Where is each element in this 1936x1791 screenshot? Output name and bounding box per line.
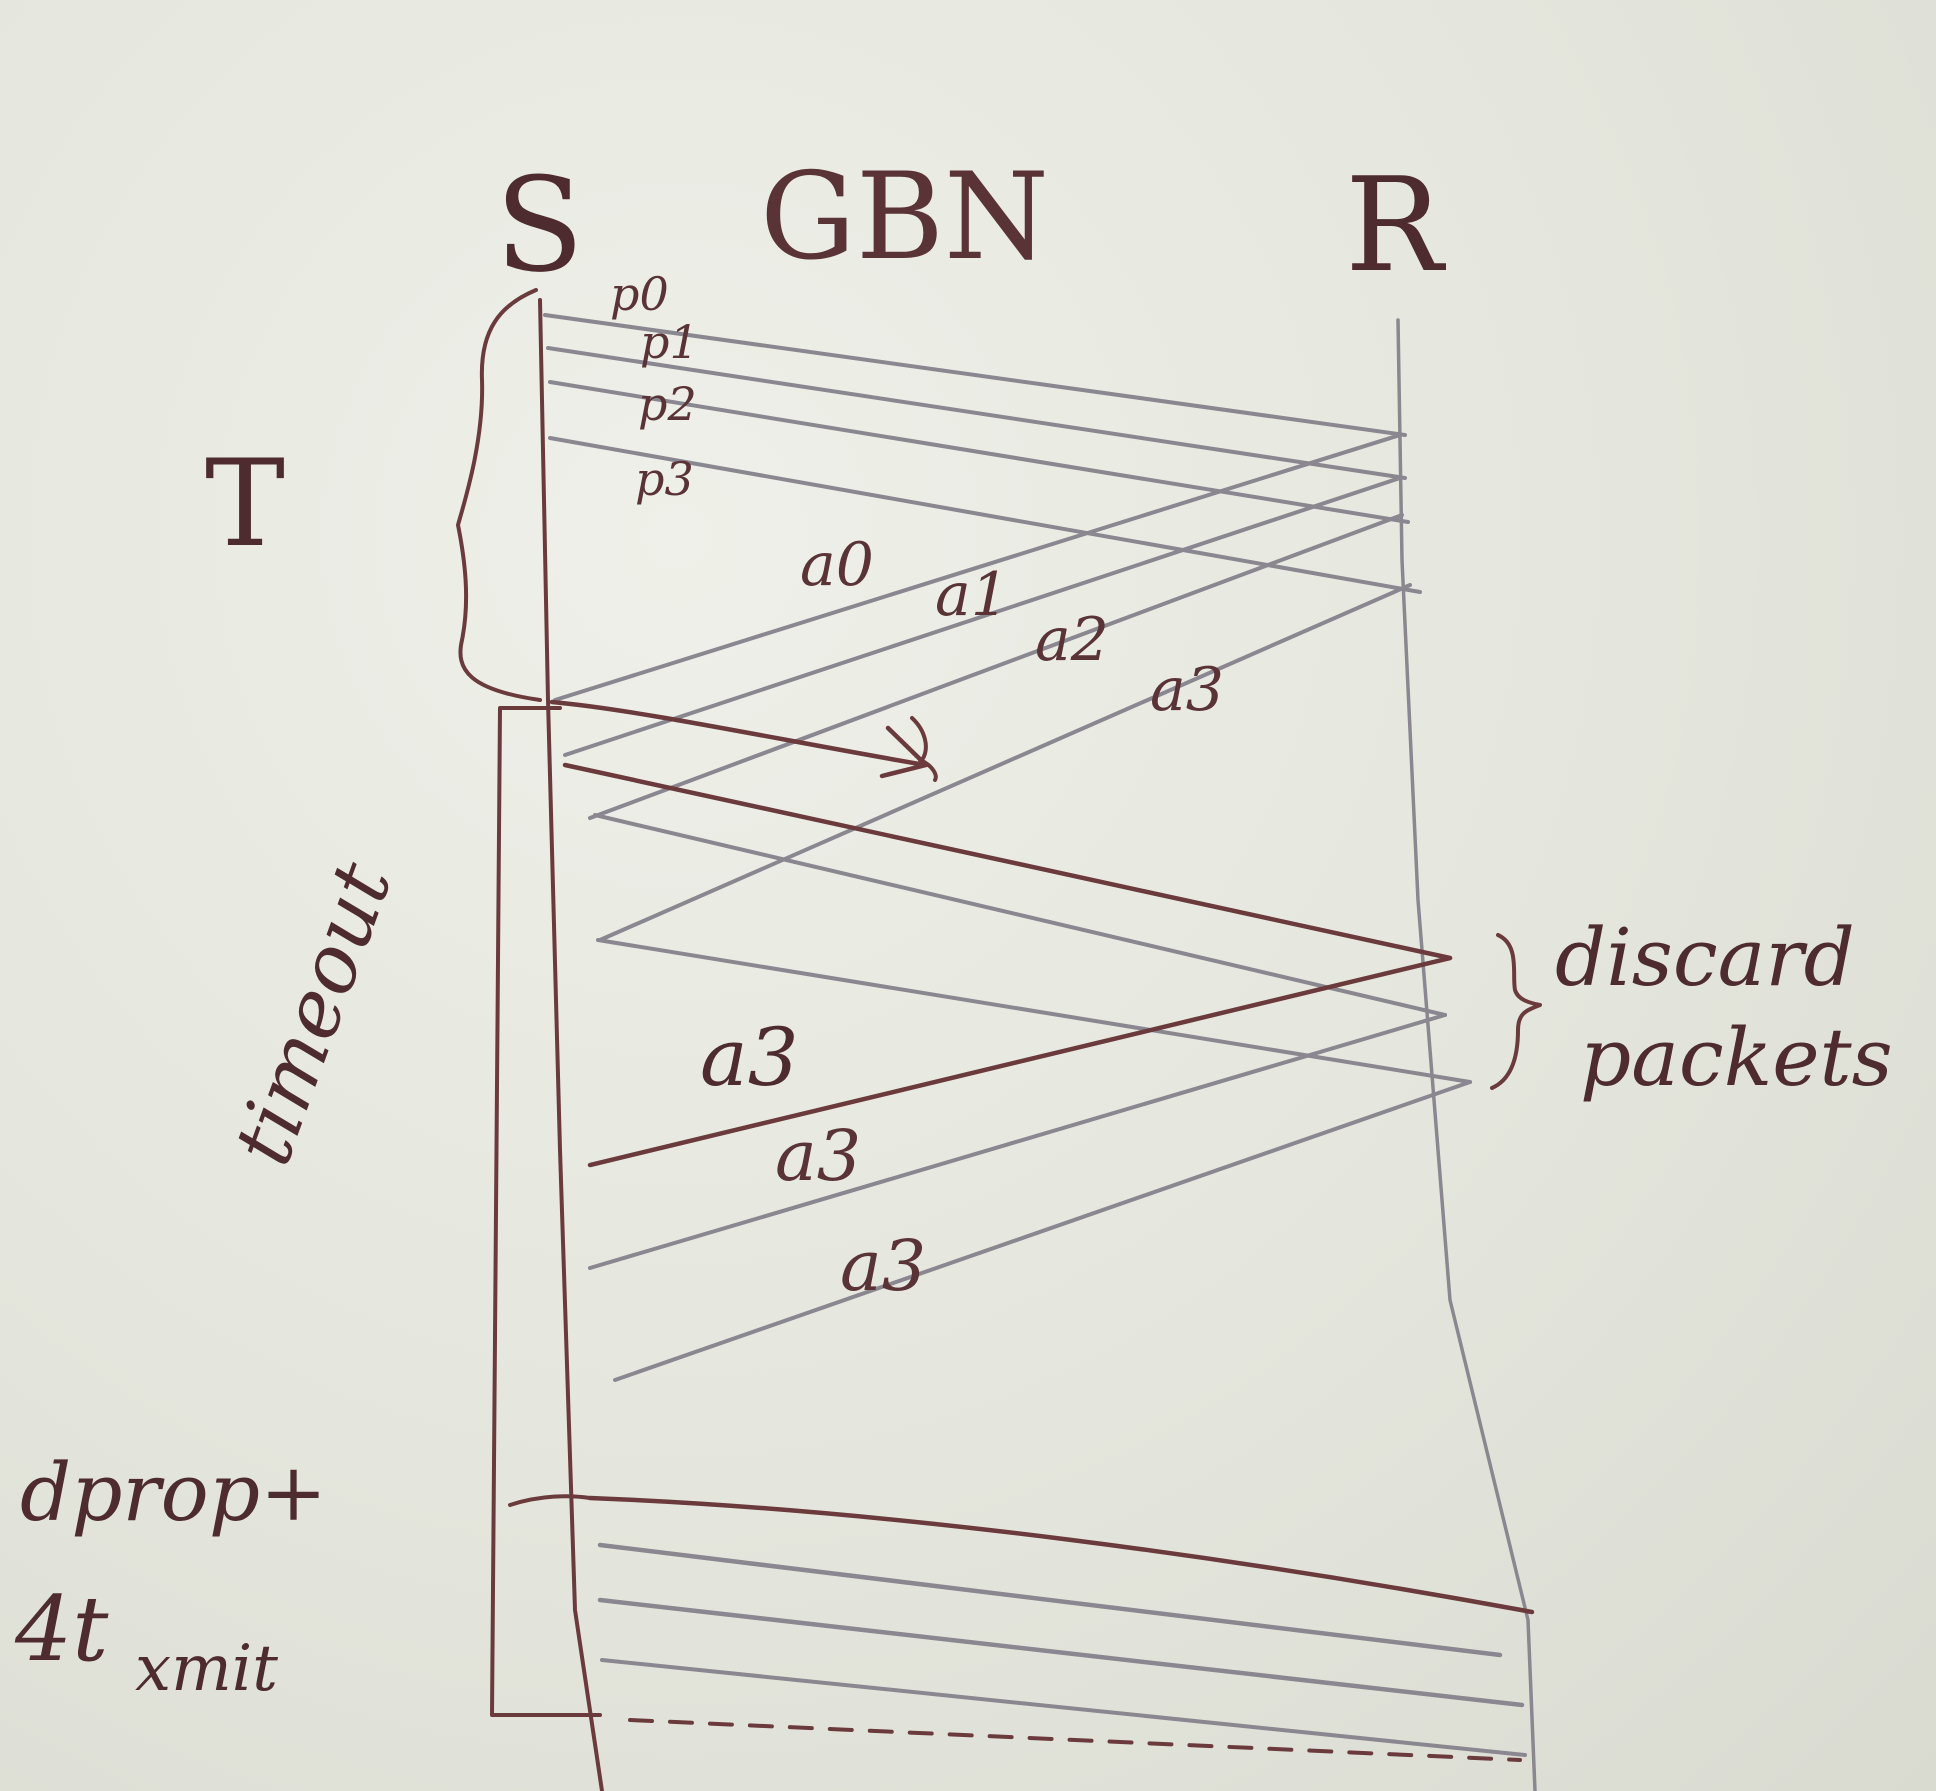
repeated-ack-label-2: a3 (775, 1115, 861, 1197)
discard-label-line2: packets (1580, 1011, 1893, 1104)
resend-line-2 (597, 1542, 1503, 1658)
interval-brace (456, 288, 542, 702)
resend-lines (587, 1495, 1535, 1762)
ack-label-a1: a1 (935, 560, 1009, 630)
resend-line-3 (597, 1597, 1525, 1708)
discard-packet-line-3 (596, 938, 1472, 1084)
discarded-packet-lines (562, 762, 1472, 1084)
packet-line-p1 (546, 346, 1407, 480)
new-packet-arrow (549, 699, 928, 768)
receiver-label: R (1345, 149, 1446, 301)
ack-line-a1 (563, 476, 1402, 757)
ack-lines (553, 433, 1412, 942)
ack-label-a3: a3 (1150, 655, 1224, 725)
discard-packet-line-2 (593, 813, 1447, 1017)
interval-label: T (205, 435, 285, 574)
ack-line-a3 (598, 583, 1412, 942)
discard-packet-line-1 (562, 762, 1453, 961)
resend-dashed-line (628, 1718, 1522, 1762)
packet-label-p2: p2 (638, 377, 697, 431)
timeout-box-divider (508, 1494, 592, 1507)
discard-label-line1: discard (1555, 911, 1855, 1004)
repeated-ack-line-1 (587, 955, 1453, 1168)
packet-label-p3: p3 (635, 452, 694, 506)
sender-label: S (495, 149, 584, 301)
bottom-label-line2: 4t (14, 1577, 109, 1682)
timeout-label: timeout (215, 850, 410, 1177)
repeated-ack-line-3 (613, 1080, 1472, 1382)
ack-label-a0: a0 (800, 530, 874, 600)
packet-line-p0 (543, 313, 1407, 437)
diagram-title: GBN (760, 148, 1049, 287)
discard-brace (1490, 933, 1542, 1090)
bottom-label-line1: dprop+ (20, 1446, 327, 1539)
new-packet-arrowhead (879, 725, 929, 779)
resend-line-1 (587, 1495, 1535, 1615)
timeout-box (490, 706, 602, 1717)
sender-timeline (538, 298, 604, 1791)
bottom-label-sub: xmit (135, 1632, 278, 1706)
packet-lines (543, 313, 1422, 594)
packet-line-p3 (548, 436, 1422, 594)
resend-line-4 (600, 1658, 1527, 1757)
ack-line-a0 (553, 433, 1402, 702)
repeated-ack-label-3: a3 (840, 1225, 926, 1307)
ack-line-a2 (588, 513, 1404, 820)
repeated-ack-label-1: a3 (700, 1011, 799, 1104)
packet-line-p2 (548, 380, 1410, 524)
packet-label-p0: p0 (610, 267, 669, 321)
repeated-ack-lines (587, 955, 1472, 1382)
lost-mark (910, 716, 938, 782)
repeated-ack-line-2 (588, 1013, 1447, 1270)
packet-label-p1: p1 (640, 315, 699, 369)
ack-label-a2: a2 (1035, 605, 1109, 675)
